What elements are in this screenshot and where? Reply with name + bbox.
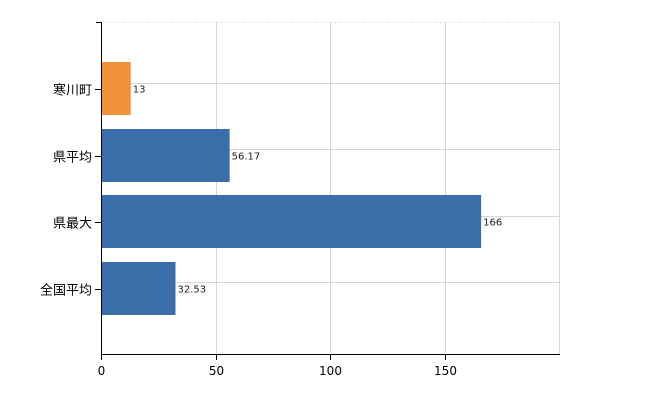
y-category-label: 全国平均 <box>40 283 92 299</box>
bars <box>101 62 482 315</box>
axes <box>95 22 560 360</box>
bar <box>101 195 482 248</box>
y-category-label: 県最大 <box>53 217 92 232</box>
data-label: 32.53 <box>177 285 206 296</box>
x-tick-label: 150 <box>434 364 457 378</box>
bar <box>101 129 230 182</box>
grid-lines <box>101 22 560 354</box>
data-label: 13 <box>133 85 146 96</box>
x-tick-label: 50 <box>209 364 224 378</box>
data-label: 166 <box>483 218 502 229</box>
bar <box>101 62 131 115</box>
bar <box>101 262 176 315</box>
data-label: 56.17 <box>232 152 261 163</box>
x-tick-label: 0 <box>98 364 106 378</box>
x-tick-label: 100 <box>319 364 342 378</box>
y-category-label: 県平均 <box>53 151 92 166</box>
y-category-label: 寒川町 <box>53 83 92 99</box>
